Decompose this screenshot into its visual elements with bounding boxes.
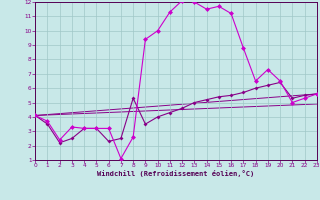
X-axis label: Windchill (Refroidissement éolien,°C): Windchill (Refroidissement éolien,°C) bbox=[97, 170, 255, 177]
